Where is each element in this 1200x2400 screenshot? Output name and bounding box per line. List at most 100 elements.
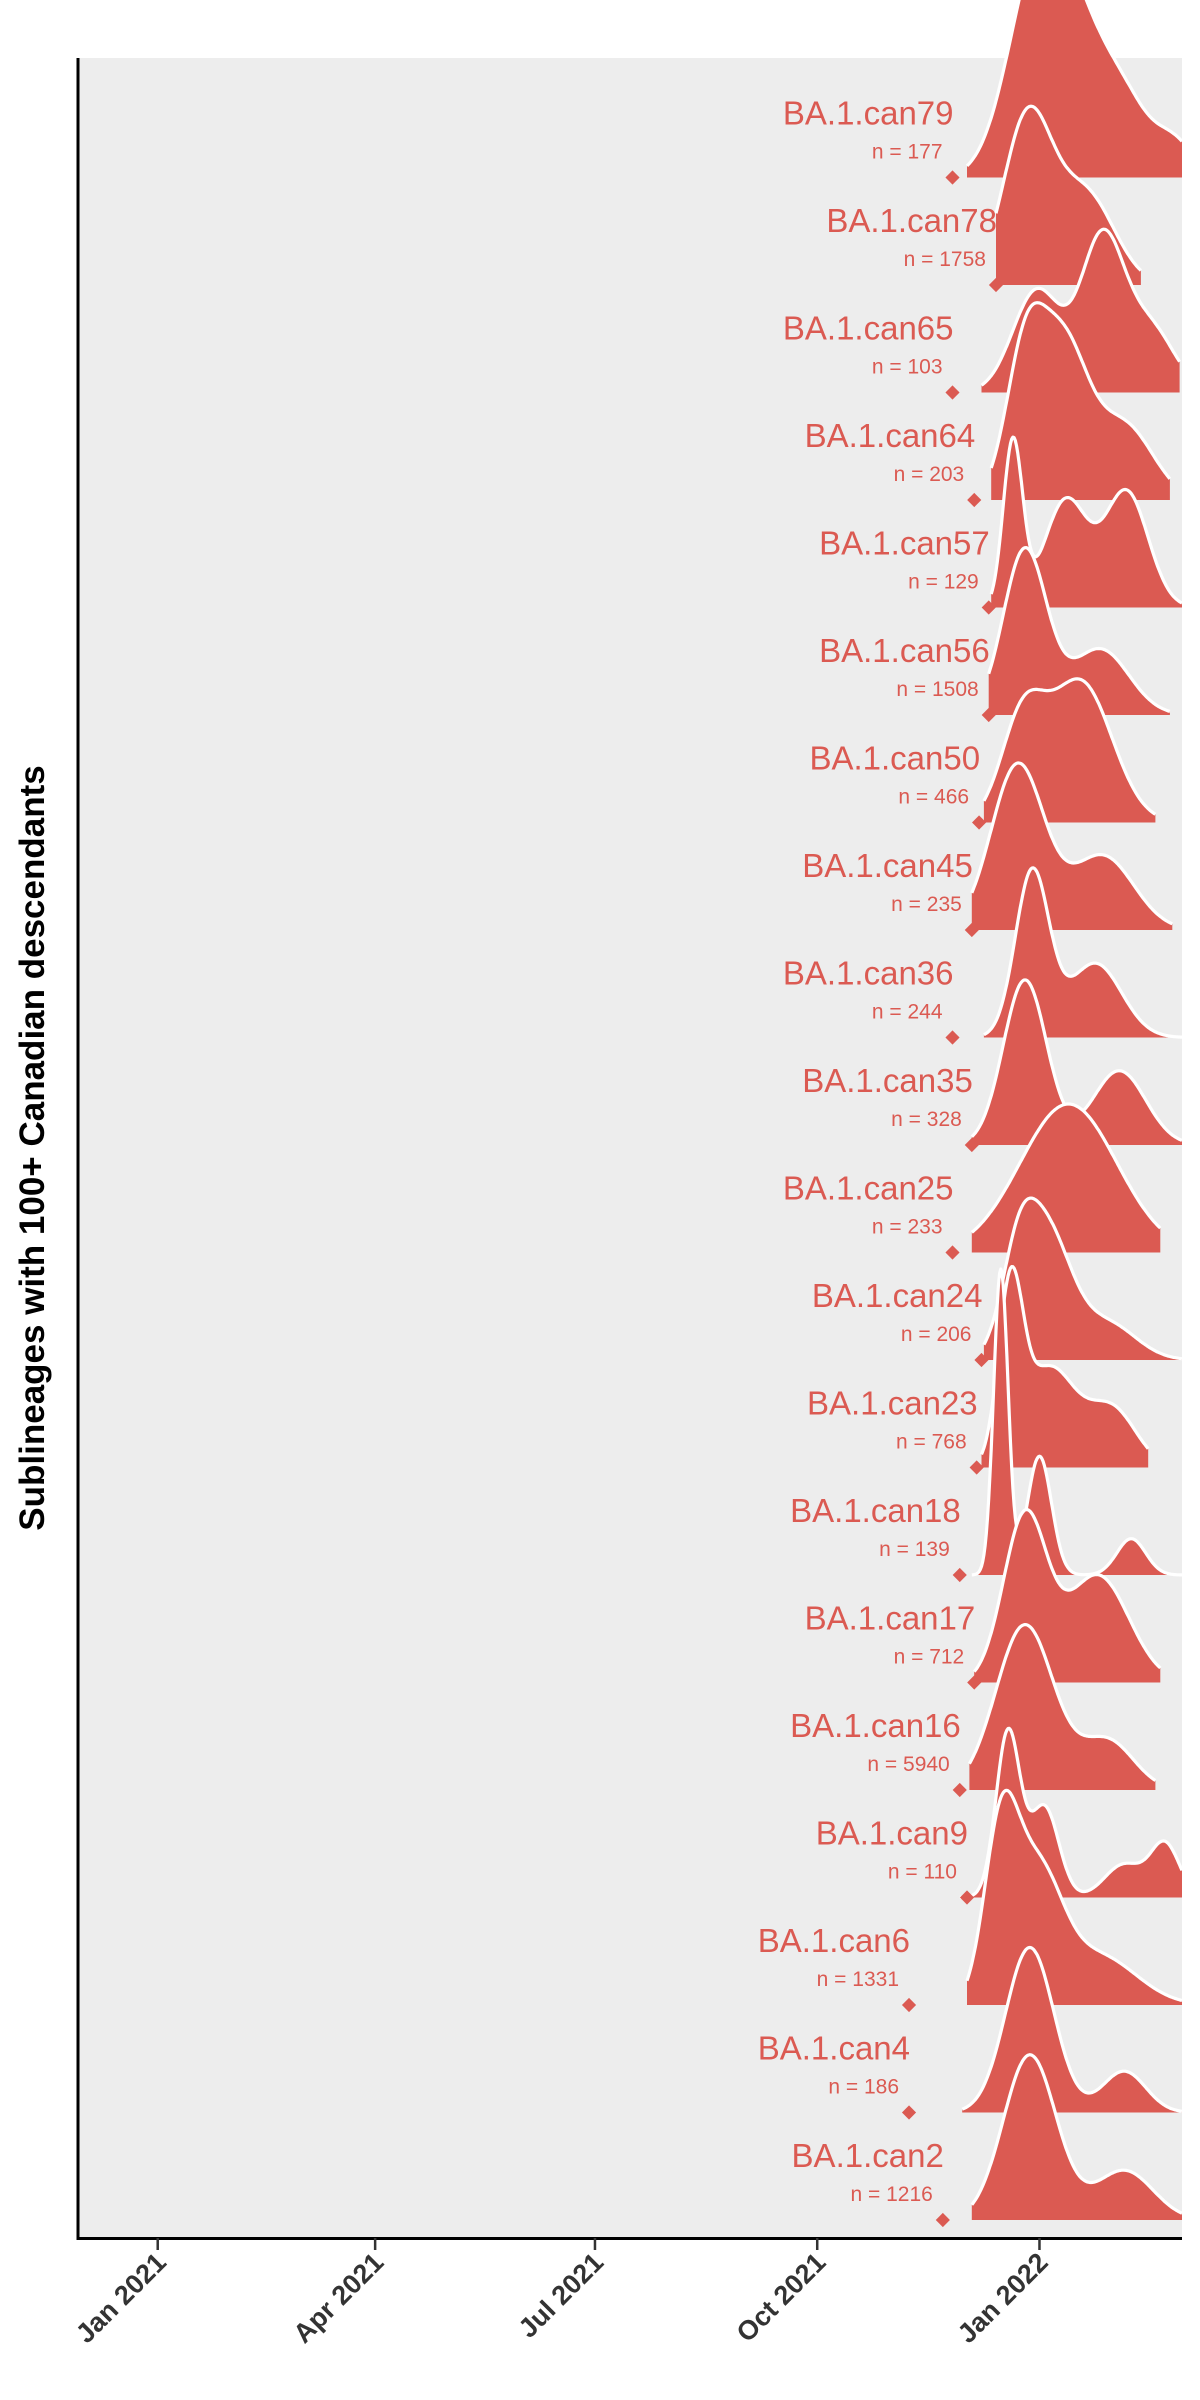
origin-marker	[901, 1997, 917, 2013]
origin-marker	[969, 1460, 984, 1475]
ridge-ba-1-can6: BA.1.can6 n = 1331	[758, 1788, 1183, 2013]
lineage-name-label: BA.1.can64	[805, 417, 976, 454]
lineage-name-label: BA.1.can2	[792, 2137, 944, 2174]
lineage-name-label: BA.1.can6	[758, 1922, 910, 1959]
ridge-area	[991, 437, 1182, 608]
ridge-outline	[959, 1726, 1184, 1899]
lineage-n-label: n = 466	[898, 786, 969, 809]
ridge-outline	[983, 866, 1183, 1039]
ridge-outline	[989, 301, 1172, 480]
ridge-area	[991, 302, 1170, 500]
lineage-n-label: n = 103	[872, 356, 943, 379]
origin-marker	[981, 707, 996, 723]
ridge-ba-1-can57: BA.1.can57 n = 129	[819, 435, 1183, 615]
ridge-area	[971, 979, 1182, 1145]
origin-marker	[967, 1675, 982, 1690]
lineage-name-label: BA.1.can78	[826, 202, 997, 239]
x-axis-ticks: Jan 2021 Apr 2021 Jul 2021 Oct 2021 Jan 2022	[70, 2238, 1054, 2349]
lineage-name-label: BA.1.can36	[783, 955, 954, 992]
ridge-outline	[965, 0, 1184, 168]
ridge-outline	[972, 1508, 1162, 1673]
origin-marker	[974, 1352, 989, 1368]
ridges-layer: BA.1.can79 n = 177 BA.1.can78 n = 1758 BA.1.…	[758, 0, 1184, 2228]
x-tick-label: Jul 2021	[513, 2247, 610, 2344]
lineage-n-label: n = 206	[901, 1323, 972, 1346]
lineage-n-label: n = 1216	[850, 2183, 932, 2206]
origin-marker	[945, 1030, 960, 1045]
lineage-n-label: n = 177	[872, 141, 943, 164]
x-tick-label: Jan 2022	[952, 2247, 1054, 2349]
ridge-ba-1-can18: BA.1.can18 n = 139	[790, 1267, 1183, 1583]
lineage-name-label: BA.1.can17	[805, 1600, 976, 1637]
lineage-name-label: BA.1.can9	[816, 1815, 968, 1852]
lineage-n-label: n = 235	[891, 893, 962, 916]
ridge-outline	[987, 546, 1171, 713]
origin-marker	[952, 1782, 967, 1798]
lineage-n-label: n = 203	[894, 463, 965, 486]
ridge-outline	[965, 1788, 1183, 2003]
ridge-ba-1-can35: BA.1.can35 n = 328	[802, 978, 1183, 1153]
ridge-ba-1-can64: BA.1.can64 n = 203	[805, 301, 1172, 508]
ridge-outline	[970, 761, 1173, 926]
ridge-area	[971, 2054, 1182, 2220]
lineage-name-label: BA.1.can56	[819, 632, 990, 669]
lineage-n-label: n = 712	[894, 1646, 965, 1669]
origin-marker	[945, 170, 960, 185]
lineage-n-label: n = 1331	[817, 1968, 899, 1991]
lineage-n-label: n = 244	[872, 1001, 943, 1024]
lineage-n-label: n = 186	[828, 2076, 899, 2099]
lineage-name-label: BA.1.can65	[783, 310, 954, 347]
ridge-outline	[968, 1623, 1157, 1782]
lineage-name-label: BA.1.can57	[819, 525, 990, 562]
ridge-outline	[980, 1265, 1150, 1455]
origin-marker	[964, 1137, 979, 1153]
origin-marker	[945, 1245, 960, 1260]
origin-marker	[952, 1567, 967, 1583]
origin-marker	[967, 492, 982, 508]
lineage-n-label: n = 139	[879, 1538, 950, 1561]
ridge-area	[988, 547, 1170, 715]
lineage-n-label: n = 233	[872, 1216, 943, 1239]
origin-marker	[964, 922, 979, 938]
origin-marker	[972, 815, 987, 830]
lineage-n-label: n = 328	[891, 1108, 962, 1131]
x-tick-label: Oct 2021	[731, 2247, 832, 2348]
lineage-n-label: n = 768	[896, 1431, 967, 1454]
lineage-n-label: n = 110	[888, 1861, 957, 1884]
ridge-outline	[989, 435, 1183, 605]
lineage-name-label: BA.1.can23	[807, 1385, 978, 1422]
lineage-name-label: BA.1.can50	[809, 740, 980, 777]
lineage-name-label: BA.1.can18	[790, 1492, 961, 1529]
lineage-name-label: BA.1.can16	[790, 1707, 961, 1744]
ridge-area	[971, 1269, 1182, 1575]
ridge-ba-1-can24: BA.1.can24 n = 206	[812, 1196, 1183, 1368]
ridge-outline	[970, 1102, 1162, 1234]
origin-marker	[945, 385, 960, 400]
ridge-area	[967, 1790, 1182, 2005]
y-axis-title: Sublineages with 100+ Canadian descendan…	[13, 765, 52, 1530]
ridge-outline	[970, 2053, 1183, 2215]
ridge-ba-1-can45: BA.1.can45 n = 235	[802, 761, 1173, 938]
ridge-outline	[982, 677, 1157, 816]
ridge-outline	[994, 104, 1143, 272]
lineage-n-label: n = 5940	[867, 1753, 949, 1776]
lineage-n-label: n = 1508	[896, 678, 978, 701]
ridge-outline	[961, 1945, 1183, 2113]
ridge-ba-1-can56: BA.1.can56 n = 1508	[819, 546, 1171, 723]
x-tick-label: Jan 2021	[70, 2247, 172, 2349]
ridge-area	[983, 1198, 1182, 1360]
lineage-name-label: BA.1.can35	[802, 1062, 973, 1099]
lineage-name-label: BA.1.can79	[783, 95, 954, 132]
origin-marker	[959, 1890, 975, 1905]
ridge-outline	[971, 1267, 1183, 1577]
ridge-ba-1-can23: BA.1.can23 n = 768	[807, 1265, 1150, 1475]
lineage-name-label: BA.1.can24	[812, 1277, 983, 1314]
lineage-n-label: n = 129	[908, 571, 979, 594]
x-tick-label: Apr 2021	[288, 2247, 390, 2349]
lineage-name-label: BA.1.can45	[802, 847, 973, 884]
origin-marker	[981, 600, 996, 615]
origin-marker	[988, 277, 1004, 293]
ridge-ba-1-can2: BA.1.can2 n = 1216	[792, 2053, 1183, 2228]
lineage-name-label: BA.1.can4	[758, 2030, 910, 2067]
